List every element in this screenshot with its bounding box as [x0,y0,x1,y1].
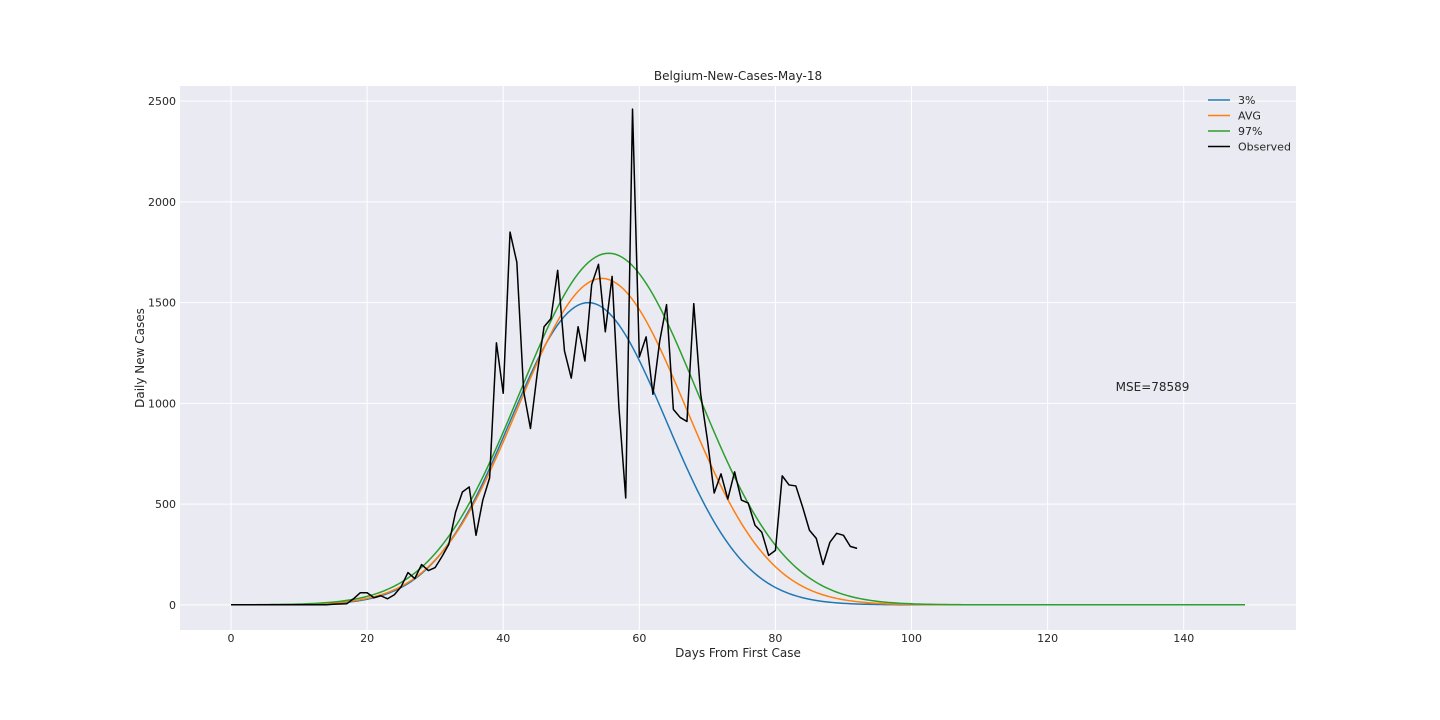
x-tick-label: 80 [768,632,782,645]
legend-label: 3% [1238,94,1255,107]
legend-label: 97% [1238,125,1262,138]
series-lines [231,108,1245,606]
y-tick-label: 1500 [148,297,176,310]
x-tick-label: 60 [632,632,646,645]
y-axis-label: Daily New Cases [133,308,147,408]
plot-background [180,86,1296,630]
series-line-observed [231,108,858,606]
mse-annotation: MSE=78589 [1116,380,1190,394]
chart-title: Belgium-New-Cases-May-18 [654,69,822,83]
y-tick-label: 2500 [148,95,176,108]
y-tick-label: 500 [155,498,176,511]
x-tick-label: 0 [228,632,235,645]
x-tick-label: 100 [901,632,922,645]
x-tick-label: 140 [1173,632,1194,645]
x-tick-label: 40 [496,632,510,645]
x-axis-label: Days From First Case [675,646,801,660]
x-tick-label: 20 [360,632,374,645]
x-tick-label: 120 [1037,632,1058,645]
y-tick-label: 2000 [148,196,176,209]
tick-labels: 0 20 40 60 80 100 120 140 0 500 1000 1500 2000 2500 [148,95,1194,645]
legend-label: Observed [1238,141,1291,154]
legend: 3% AVG 97% Observed [1208,94,1291,154]
y-tick-label: 0 [169,599,176,612]
grid [180,86,1296,630]
y-tick-label: 1000 [148,397,176,410]
legend-label: AVG [1238,110,1261,123]
